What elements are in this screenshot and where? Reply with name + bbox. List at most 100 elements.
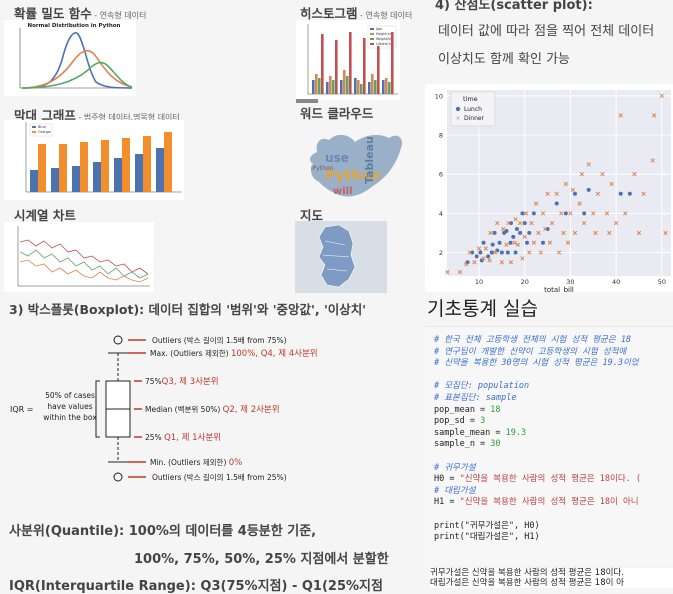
scatter-point-lunch [554,201,559,206]
scatter-point-dinner [547,240,553,245]
scatter-point-dinner [586,162,591,167]
scatter-xtick: 10 [475,278,483,286]
hist-legend-1: Height(cm) [376,32,394,36]
bar-graph-title: 막대 그래프 - 범주형 데이터,명목형 데이터 [14,108,180,123]
scatter-point-dinner [508,260,514,265]
scatter-ytick: 8 [439,132,443,140]
scatter-point-lunch [504,228,509,233]
box-text-2: have values [47,402,92,411]
scatter-ytick: 2 [439,249,443,257]
legend-lunch-marker [455,106,461,112]
scatter-point-dinner [492,250,498,255]
scatter-point-dinner [568,211,573,216]
scatter-point-dinner [618,113,623,118]
word-3: Tableau [363,136,376,184]
word-0: use [325,151,349,165]
bar-legend-0: Blue [38,125,46,129]
code-text: # 한국 전체 고등학생 전체의 시험 성적 평균은 18 # 연구팀이 개발한… [434,335,642,543]
scatter-point-dinner [651,113,657,118]
scatter-point-dinner [595,191,601,196]
bar-graph-thumbnail: Blue Orange [4,120,184,200]
bar-thumb-bar-blue [72,166,80,192]
scatter-point-dinner [565,240,571,245]
bar-thumb-bar-orange [101,140,109,192]
scatter-xtick: 20 [521,278,529,286]
hist-thumb-bar [329,76,332,94]
scatter-point-lunch [522,221,527,226]
hist-thumb-bar [374,80,377,94]
scatter-point-dinner [533,201,539,206]
histogram-scrollbar[interactable] [296,99,318,103]
scatter-point-lunch [497,240,502,245]
bar-graph-chart: Blue Orange [25,122,182,193]
scatter-point-dinner [499,260,505,265]
hist-legend-0: Age [376,27,382,31]
iqr-label: IQR = [10,405,33,414]
hist-thumb-bar [315,74,318,94]
hist-thumb-bar [343,70,346,94]
max-label: Max. (Outliers 제외한) 100%, Q4, 제 4사분위 [150,348,318,359]
scatter-point-dinner [559,211,564,216]
scatter-point-dinner [501,226,506,232]
box-text-1: 50% of cases [45,391,95,400]
scatter-point-lunch [573,191,577,196]
outlier-top-label: Outliers (박스 길이의 1.5배 from 75%) [152,335,287,345]
scatter-legend-title: time [463,95,478,103]
bar-thumb-bar-blue [93,162,101,192]
scatter-point-dinner [483,246,489,251]
scatter-ytick: 6 [439,171,443,179]
scatter-point-dinner [495,220,500,226]
scatter-point-dinner [536,230,541,236]
code-cell[interactable]: # 한국 전체 고등학생 전체의 시험 성적 평균은 18 # 연구팀이 개발한… [426,326,673,565]
scatter-point-dinner [636,230,642,236]
scatter-point-lunch [489,250,494,255]
box-text-3: within the box [43,413,97,422]
scatter-point-lunch [563,211,568,216]
scatter-point-lunch [508,240,513,245]
scatter-point-lunch [490,242,495,247]
scatter-point-lunch [520,211,525,216]
scatter-point-dinner [487,258,492,263]
scatter-point-dinner [581,220,587,226]
word-2: will [333,186,353,197]
hist-thumb-bar [332,80,335,94]
scatter-point-dinner [481,256,486,261]
bar-thumb-bar-orange [164,132,172,192]
hist-thumb-bar [360,84,363,94]
map-title: 지도 [300,208,324,223]
bar-thumb-bar-blue [156,148,164,192]
timeseries-title: 시계열 차트 [14,208,76,223]
scatter-legend-lunch: Lunch [464,106,482,113]
hist-legend-2: Weight(kg) [376,37,393,41]
scatter-point-lunch [518,230,523,235]
scatter-desc-line1: 데이터 값에 따라 점을 찍어 전체 데이터 [438,24,655,39]
timeseries-chart [17,226,150,287]
bar-thumb-bar-blue [51,168,59,192]
word-4: iPython [311,165,334,172]
stats-heading: 기초통계 실습 [427,298,538,320]
bar-thumb-bar-blue [30,170,38,192]
scatter-point-dinner [517,220,523,226]
outlier-top-marker [113,335,123,345]
scatter-point-dinner [570,187,575,193]
boxplot-heading: 3) 박스플롯(Boxplot): 데이터 집합의 '범위'와 '중앙값', '… [9,302,367,317]
scatter-point-lunch [499,250,504,255]
scatter-point-dinner [457,269,462,275]
scatter-point-dinner [607,230,612,236]
scatter-point-dinner [540,211,546,216]
quantile-line1: 사분위(Quantile): 100%의 데이터를 4등분한 기준, [9,524,317,539]
scatter-point-lunch [618,191,623,196]
median-label: Median (백분위 50%) Q2, 제 2사분위 [145,404,280,415]
scatter-point-dinner [623,211,628,216]
scatter-point-lunch [627,191,632,196]
scatter-point-dinner [641,191,646,196]
scatter-point-dinner [591,211,596,216]
scatter-point-dinner [593,230,598,236]
bar-thumb-bar-blue [114,158,122,192]
scatter-point-dinner [650,158,655,163]
scatter-point-dinner [522,234,527,239]
kde-chart: Normal Distribution in Python [19,23,133,89]
histogram-chart: Age Height(cm) Weight(kg) Lifeline(h) [307,24,398,95]
hist-thumb-bar [357,80,360,94]
scatter-point-dinner [488,230,493,236]
